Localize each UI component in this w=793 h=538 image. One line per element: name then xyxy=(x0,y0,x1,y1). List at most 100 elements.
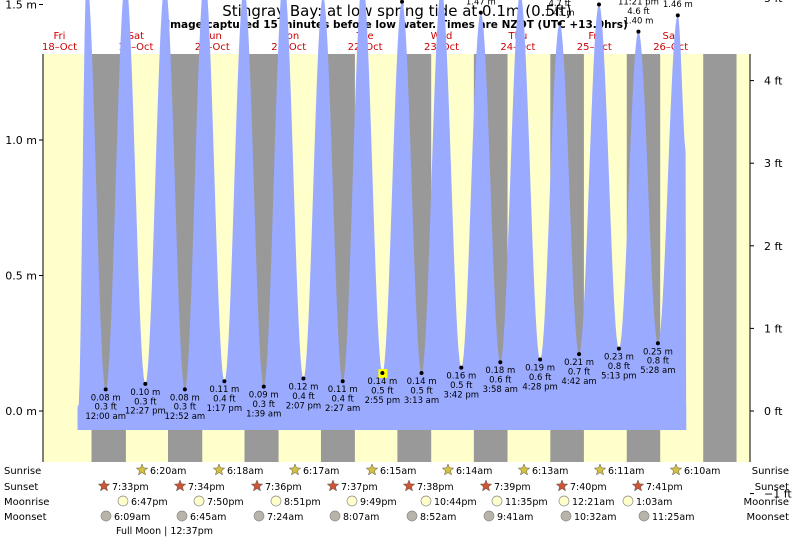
low-tide-point xyxy=(340,379,345,384)
moonrise-icon xyxy=(346,495,358,507)
low-tide-label: 12:52 am xyxy=(165,412,206,422)
low-tide-label: 0.25 m xyxy=(643,347,673,357)
moonrise-icon xyxy=(193,495,205,507)
low-tide-point xyxy=(538,357,543,362)
sunset-icon xyxy=(97,479,111,492)
moonrise-time: 11:35pm xyxy=(505,497,548,508)
low-tide-label: 5:13 pm xyxy=(601,371,636,381)
moonrise-icon xyxy=(491,495,503,507)
sunrise-time: 6:11am xyxy=(608,466,644,477)
high-tide-label: 4.8 ft xyxy=(667,0,690,1)
low-tide-label: 3:13 am xyxy=(404,396,439,406)
astro-row-label-left: Moonrise xyxy=(4,497,49,508)
moonset-icon xyxy=(329,510,341,522)
moonset-time: 8:07am xyxy=(343,512,379,523)
moonset-time: 9:41am xyxy=(497,512,533,523)
right-tick-label: 2 ft xyxy=(764,240,783,253)
right-tick-label: 0 ft xyxy=(764,405,783,418)
low-tide-label: 0.3 ft xyxy=(174,403,197,413)
astro-row-label-left: Moonset xyxy=(4,512,47,523)
moonset-icon xyxy=(100,510,112,522)
sunrise-time: 6:14am xyxy=(456,466,492,477)
sunset-time: 7:39pm xyxy=(494,482,531,493)
low-tide-label: 0.12 m xyxy=(288,382,318,392)
low-tide-label: 0.4 ft xyxy=(292,392,315,402)
moonrise-time: 7:50pm xyxy=(207,497,244,508)
right-tick-label: 3 ft xyxy=(764,157,783,170)
low-tide-label: 0.21 m xyxy=(564,358,594,368)
moonset-icon xyxy=(406,510,418,522)
day-date: 19–Oct xyxy=(118,42,153,53)
tide-base xyxy=(77,405,687,430)
low-tide-label: 0.11 m xyxy=(209,385,239,395)
moonset-time: 6:09am xyxy=(114,512,150,523)
sunset-time: 7:33pm xyxy=(112,482,149,493)
low-tide-label: 0.14 m xyxy=(407,377,437,387)
day-name: Sun xyxy=(203,31,222,42)
day-date: 25–Oct xyxy=(577,42,612,53)
sunset-icon xyxy=(250,479,264,492)
low-tide-label: 2:07 pm xyxy=(286,401,321,411)
high-tide-label: 4.6 ft xyxy=(627,7,650,17)
low-tide-label: 0.3 ft xyxy=(134,397,157,407)
day-name: Fri xyxy=(54,31,66,42)
sunset-icon xyxy=(555,479,569,492)
full-moon-label: Full Moon | 12:37pm xyxy=(116,526,213,537)
low-tide-label: 0.09 m xyxy=(249,391,279,401)
day-date: 20–Oct xyxy=(195,42,230,53)
low-tide-label: 2:27 am xyxy=(325,404,360,414)
low-tide-label: 0.6 ft xyxy=(529,373,552,383)
low-tide-point xyxy=(655,341,660,346)
low-tide-label: 0.14 m xyxy=(367,377,397,387)
high-tide-label: 1.47 m xyxy=(466,0,496,7)
right-tick-label: −1 ft xyxy=(764,488,792,501)
sunrise-icon xyxy=(212,463,226,476)
right-axis-feet: −1 ft0 ft1 ft2 ft3 ft4 ft5 ft6 ft xyxy=(749,0,792,501)
low-tide-label: 0.5 ft xyxy=(450,381,473,391)
day-date: 26–Oct xyxy=(653,42,688,53)
low-tide-label: 2:55 pm xyxy=(365,396,400,406)
left-tick-label: 0.5 m xyxy=(5,270,37,283)
sunset-icon xyxy=(479,479,493,492)
low-tide-label: 3:42 pm xyxy=(444,390,479,400)
moonrise-time: 6:47pm xyxy=(131,497,168,508)
low-tide-point xyxy=(459,365,464,370)
low-tide-label: 0.3 ft xyxy=(94,403,117,413)
low-tide-point xyxy=(103,387,108,392)
high-tide-label: 11:21 pm xyxy=(618,0,659,8)
moonrise-icon xyxy=(117,495,129,507)
moonrise-time: 9:49pm xyxy=(360,497,397,508)
low-tide-point xyxy=(498,360,503,365)
low-tide-label: 1:39 am xyxy=(246,409,281,419)
left-axis-meters: 0.0 m0.5 m1.0 m1.5 m2.0 m xyxy=(5,0,44,462)
sunset-time: 7:40pm xyxy=(570,482,607,493)
moonrise-time: 1:03am xyxy=(636,497,672,508)
low-tide-point xyxy=(419,371,424,376)
low-tide-label: 5:28 am xyxy=(640,366,675,376)
astronomy-table: Sunrise Sunrise Sunset Sunset Moonrise Moonri… xyxy=(4,463,790,537)
low-tide-point xyxy=(261,384,266,389)
low-tide-label: 0.23 m xyxy=(604,353,634,363)
astro-row-label-right: Moonset xyxy=(747,512,790,523)
low-tide-label: 0.3 ft xyxy=(253,400,276,410)
tide-area xyxy=(77,0,687,430)
low-tide-label: 0.5 ft xyxy=(371,386,394,396)
astro-row-label-right: Sunrise xyxy=(752,466,789,477)
low-tide-label: 0.4 ft xyxy=(213,395,236,405)
day-date: 18–Oct xyxy=(42,42,77,53)
high-tide-point xyxy=(597,2,602,7)
moonrise-icon xyxy=(622,495,634,507)
low-tide-label: 0.7 ft xyxy=(568,367,591,377)
night-band xyxy=(703,54,737,462)
high-tide-point xyxy=(478,10,483,15)
low-tide-label: 0.4 ft xyxy=(331,395,354,405)
moonset-icon xyxy=(638,510,650,522)
low-tide-point xyxy=(143,381,148,386)
moonset-icon xyxy=(253,510,265,522)
chart-title: Stingray Bay: at low spring tide at 0.1m… xyxy=(222,2,571,20)
sunrise-icon xyxy=(593,463,607,476)
low-tide-point xyxy=(380,371,385,376)
astro-row-label-left: Sunrise xyxy=(4,466,41,477)
low-tide-label: 0.8 ft xyxy=(608,362,631,372)
